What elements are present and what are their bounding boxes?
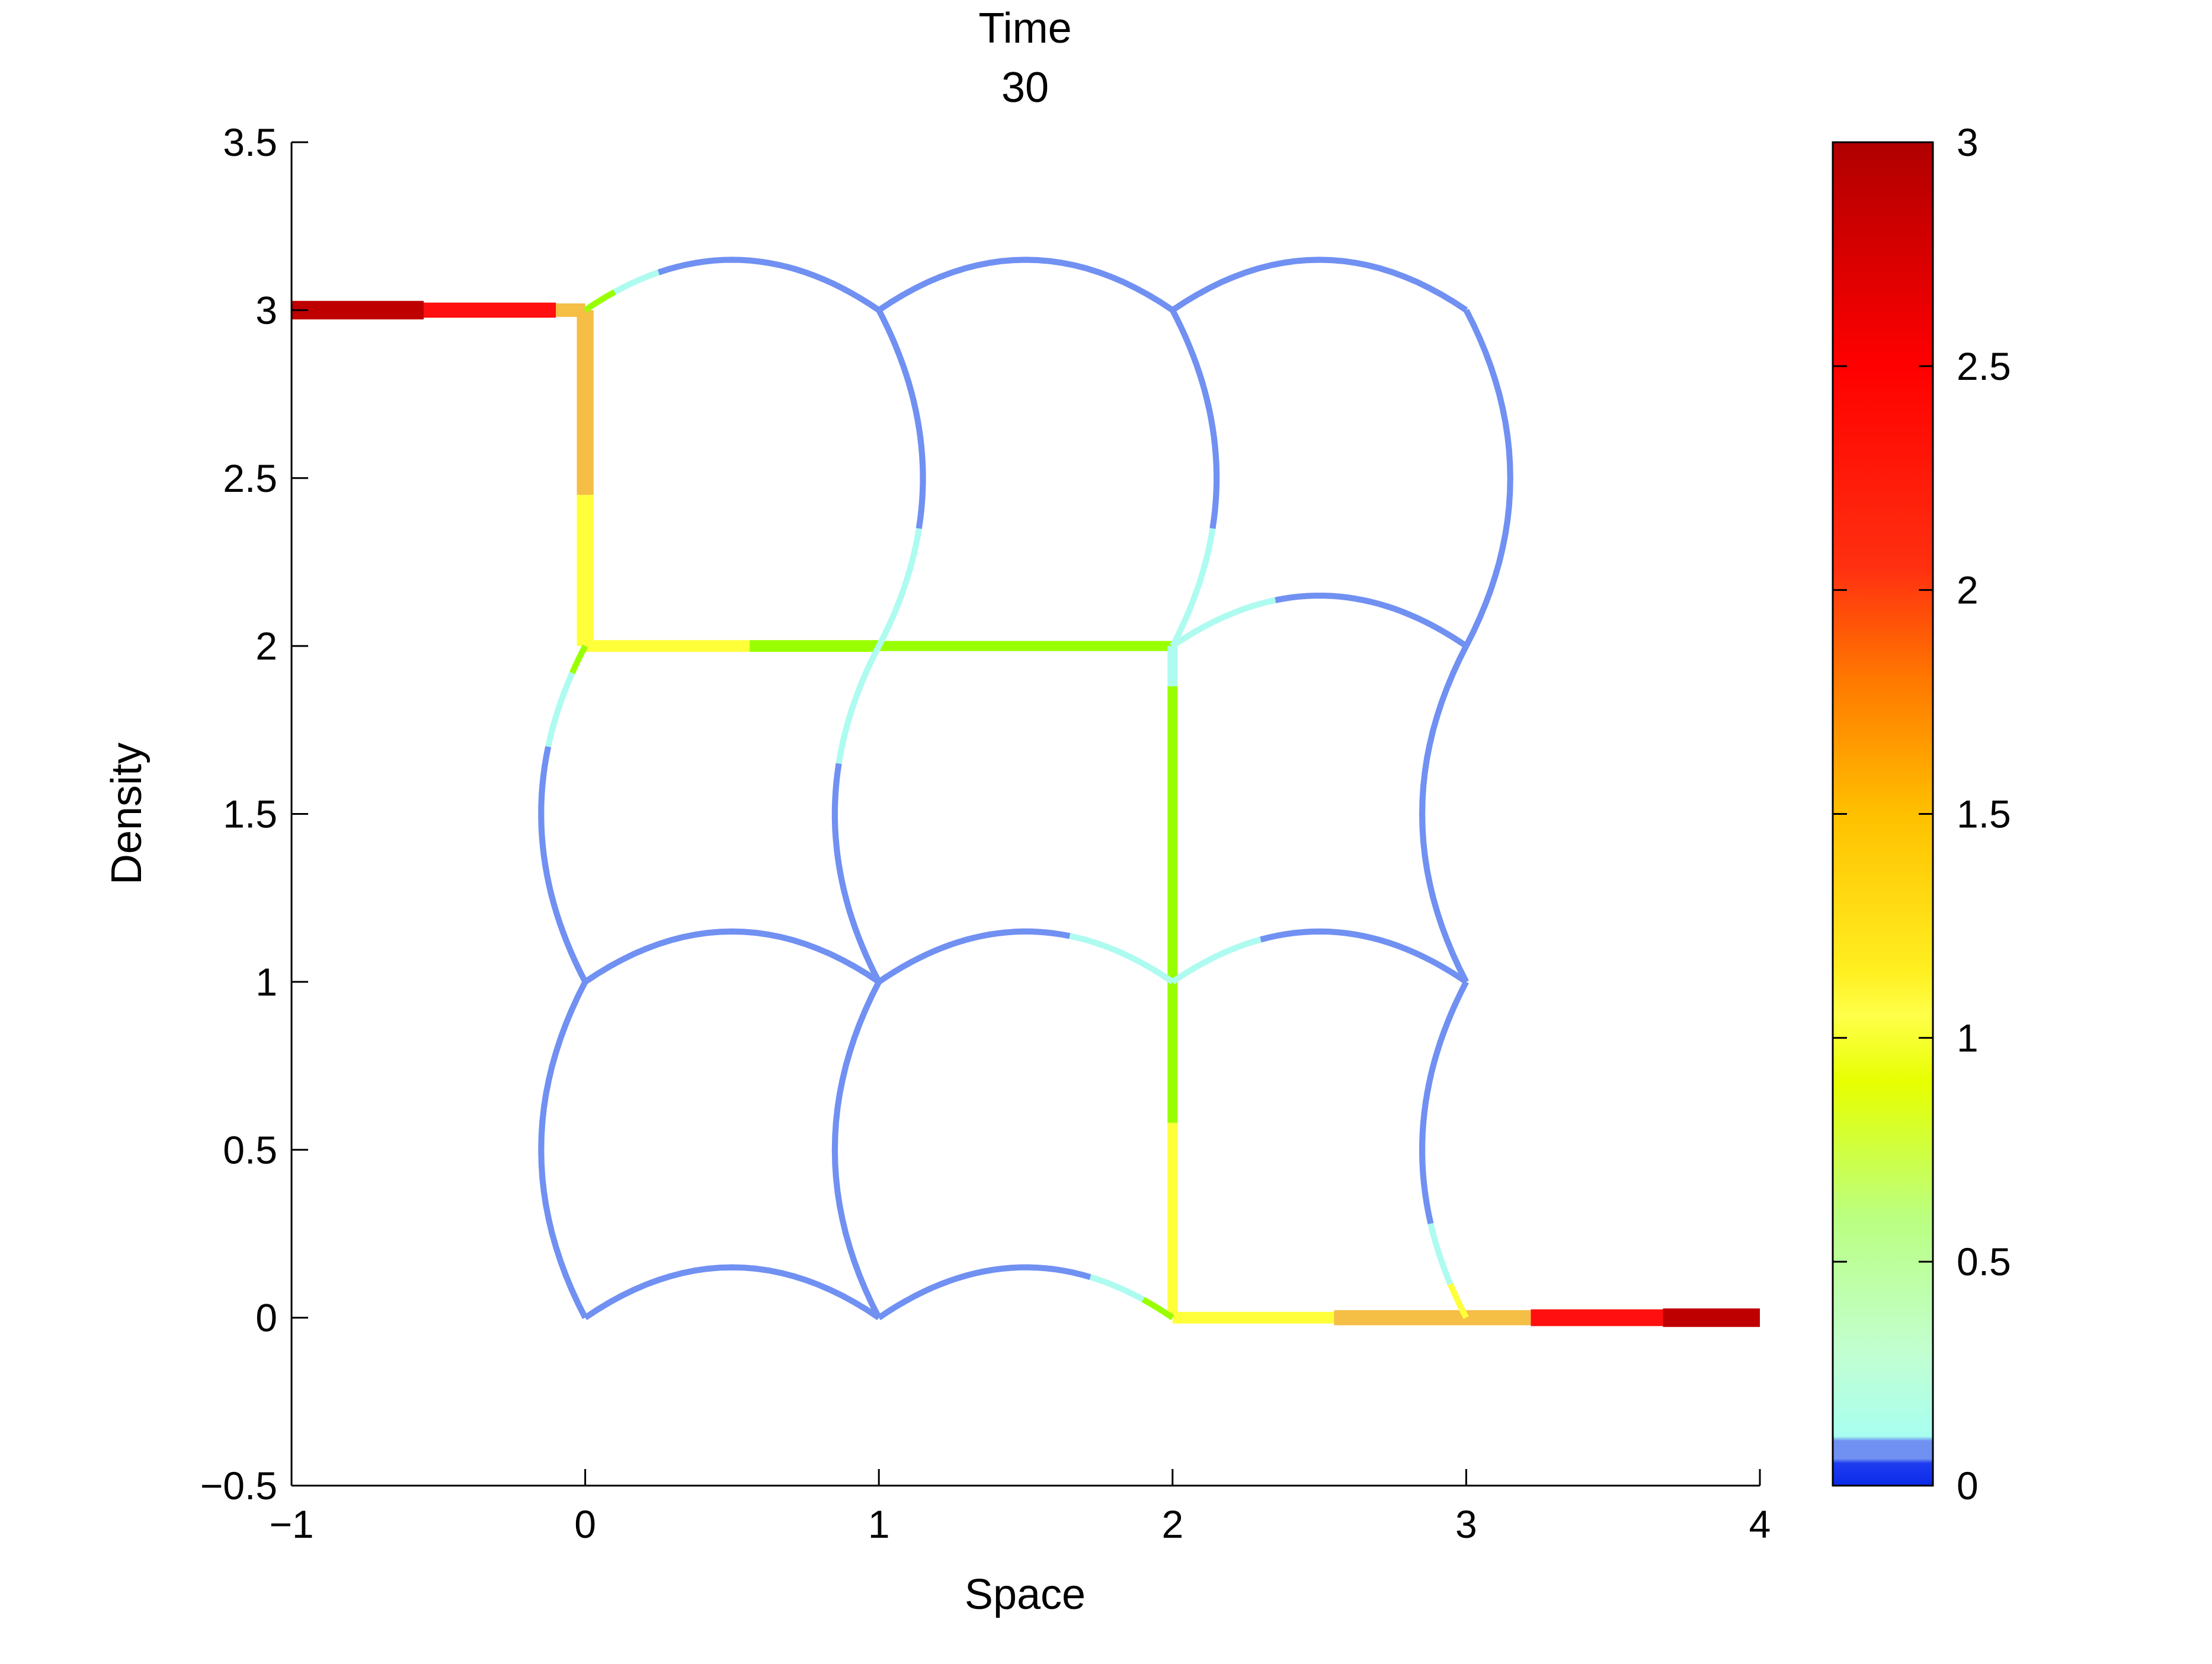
edge-29-segment-2: [1141, 1297, 1174, 1320]
edge-27-segment-1: [1427, 1223, 1454, 1285]
x-tick-label-3: 2: [1161, 1502, 1183, 1546]
edge-18: [1170, 593, 1468, 649]
y-axis-label: Density: [103, 743, 151, 885]
edge-17-segment-0: [1463, 309, 1513, 648]
title-line-2: 30: [1001, 64, 1049, 111]
edge-27-segment-0: [1419, 980, 1469, 1224]
colorbar-tick-label-3: 1.5: [1957, 792, 2011, 836]
x-tick-label-2: 1: [868, 1502, 890, 1546]
edge-15-segment-1: [876, 528, 922, 648]
edge-12-segment-2: [657, 257, 881, 313]
y-tick-label-2: 0.5: [223, 1128, 277, 1172]
edge-14: [1170, 257, 1468, 313]
edge-27: [1419, 980, 1469, 1320]
edge-28: [583, 1264, 881, 1320]
edge-29-segment-1: [1089, 1274, 1145, 1303]
edge-22: [583, 928, 881, 985]
edge-24: [1170, 928, 1468, 985]
edge-29: [877, 1264, 1174, 1320]
y-tick-label-7: 3: [255, 288, 277, 332]
plot-background: [292, 142, 1760, 1486]
edge-25: [538, 980, 588, 1319]
edge-12-segment-0: [583, 289, 617, 313]
edge-23-segment-0: [877, 928, 1071, 985]
axes: −1 0 1 2 3 4 −0.5 0 0.5 1 1.5 2 2.5 3 3.5: [200, 120, 1771, 1546]
edge-19-segment-2: [538, 746, 588, 984]
edge-25-segment-0: [538, 980, 588, 1319]
colorbar-tick-label-4: 2: [1957, 568, 1979, 612]
colorbar-fill: [1832, 141, 1934, 1487]
y-tick-label-6: 2.5: [223, 456, 277, 500]
edge-15-segment-0: [876, 309, 926, 529]
y-tick-label-8: 3.5: [223, 120, 277, 164]
network-edges: [287, 257, 1765, 1327]
edge-13-segment-0: [877, 257, 1174, 313]
y-tick-label-4: 1.5: [223, 792, 277, 836]
plot-area: [292, 142, 1760, 1486]
edge-19-segment-1: [545, 671, 575, 748]
x-tick-label-4: 3: [1455, 1502, 1477, 1546]
y-tick-label-0: −0.5: [200, 1464, 277, 1508]
edge-12-segment-1: [613, 269, 660, 295]
y-tick-label-3: 1: [255, 960, 277, 1004]
edge-21: [1419, 644, 1469, 984]
edge-27-segment-2: [1447, 1282, 1469, 1320]
edge-22-segment-0: [583, 928, 881, 985]
edge-19: [538, 644, 588, 984]
edge-16-segment-0: [1170, 309, 1220, 529]
y-tick-label-5: 2: [255, 624, 277, 668]
edge-28-segment-0: [583, 1264, 881, 1320]
edge-14-segment-0: [1170, 257, 1468, 313]
colorbar-tick-label-5: 2.5: [1957, 344, 2011, 388]
colorbar-tick-label-1: 0.5: [1957, 1240, 2011, 1284]
edge-24-segment-1: [1260, 928, 1468, 985]
edge-20-segment-0: [835, 644, 882, 764]
y-tick-label-1: 0: [255, 1296, 277, 1340]
edge-13: [877, 257, 1174, 313]
colorbar-tick-label-6: 3: [1957, 120, 1979, 164]
edge-16-segment-1: [1170, 528, 1216, 648]
edge-26-segment-0: [831, 980, 882, 1319]
edge-23: [877, 928, 1174, 985]
colorbar-tick-label-0: 0: [1957, 1464, 1979, 1508]
edge-20-segment-1: [831, 763, 882, 984]
edge-15: [876, 309, 926, 648]
x-tick-label-1: 0: [574, 1502, 596, 1546]
edge-16: [1170, 309, 1220, 648]
edge-24-segment-0: [1170, 936, 1262, 985]
edge-21-segment-0: [1419, 644, 1469, 984]
edge-17: [1463, 309, 1513, 648]
edge-18-segment-1: [1275, 593, 1468, 649]
edge-12: [583, 257, 881, 313]
colorbar-tick-label-2: 1: [1957, 1016, 1979, 1060]
edge-20: [831, 644, 882, 984]
x-tick-label-0: −1: [269, 1502, 313, 1546]
edge-23-segment-1: [1069, 933, 1174, 985]
edge-26: [831, 980, 882, 1319]
edge-29-segment-0: [877, 1264, 1091, 1320]
title-line-1: Time: [978, 5, 1071, 52]
edge-18-segment-0: [1170, 597, 1276, 649]
x-axis-label: Space: [965, 1571, 1086, 1618]
edge-19-segment-0: [569, 644, 588, 675]
colorbar: 0 0.5 1 1.5 2 2.5 3: [1832, 120, 2011, 1508]
x-tick-label-5: 4: [1749, 1502, 1771, 1546]
